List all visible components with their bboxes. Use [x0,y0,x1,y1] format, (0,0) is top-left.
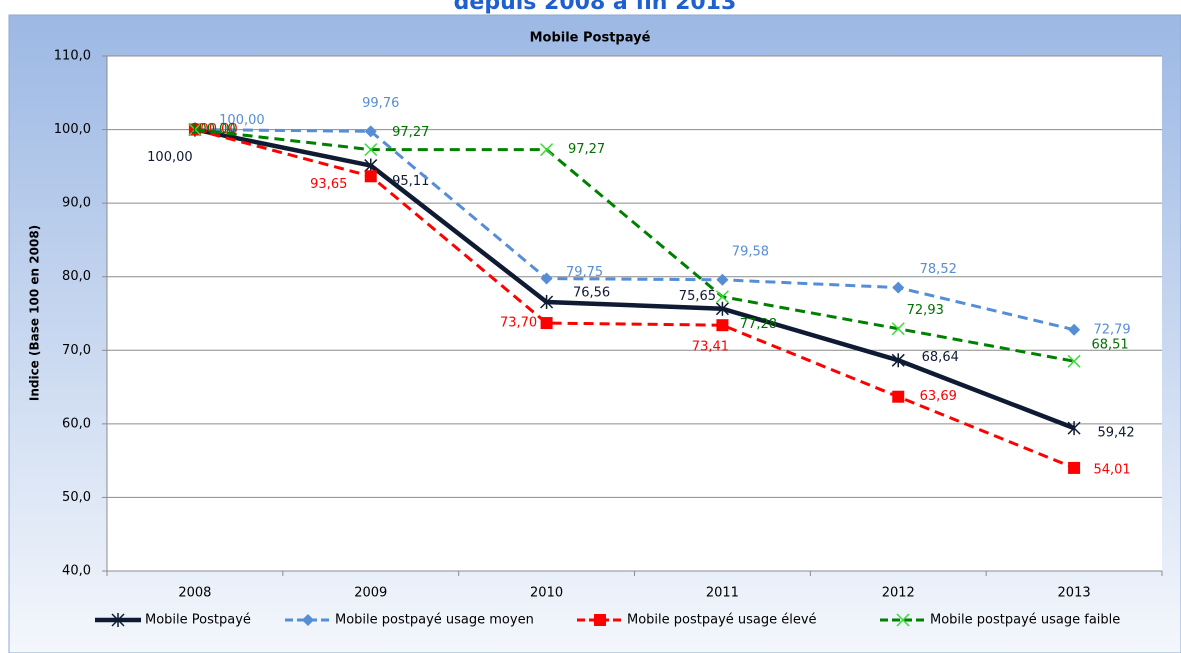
marker [892,281,905,294]
data-label: 100,00 [190,122,236,137]
legend-label: Mobile postpayé usage faible [930,613,1120,628]
marker [540,272,553,285]
data-label: 78,52 [920,262,957,277]
series-line [194,128,1075,470]
data-label: 75,65 [679,289,716,304]
data-label: 54,01 [1093,462,1130,477]
data-label: 68,64 [922,350,959,365]
y-tick-label: 90,0 [62,196,91,211]
data-label: 63,69 [920,389,957,404]
legend-label: Mobile postpayé usage élevé [627,613,817,628]
page-title: depuis 2008 à fin 2013 [454,0,737,15]
legend-label: Mobile Postpayé [145,613,251,628]
marker [540,295,554,310]
data-label: 97,27 [568,142,605,157]
marker [896,613,910,627]
marker [302,614,314,626]
marker [1068,461,1081,474]
data-label: 72,79 [1093,322,1130,337]
marker [364,143,378,157]
plot-area [107,56,1162,571]
legend-item: Mobile Postpayé [95,613,251,628]
marker [188,123,202,137]
marker [715,301,729,316]
legend-item: Mobile postpayé usage moyen [285,613,534,628]
marker [891,353,905,368]
y-tick-label: 50,0 [62,490,91,505]
marker [364,170,377,183]
y-tick-label: 100,0 [54,122,91,137]
data-label: 99,76 [362,96,399,111]
data-label: 68,51 [1091,338,1128,353]
x-tick-label: 2012 [882,586,915,601]
data-label: 72,93 [907,303,944,318]
marker [364,125,377,138]
data-label: 100,00 [192,122,238,137]
marker [716,319,729,332]
marker [891,322,905,336]
data-label: 73,41 [692,340,729,355]
marker [540,317,553,330]
x-tick-label: 2008 [178,586,211,601]
data-label: 77,28 [740,317,777,332]
marker [1068,323,1081,336]
y-tick-label: 40,0 [62,564,91,579]
data-label: 100,00 [219,113,265,128]
marker [1067,354,1081,368]
legend-label: Mobile postpayé usage moyen [335,613,534,628]
marker [364,158,378,173]
data-label: 95,11 [392,174,429,189]
series-line [194,127,1075,431]
marker [1067,421,1081,436]
chart-title: Mobile Postpayé [530,31,651,46]
y-tick-label: 80,0 [62,269,91,284]
x-tick-label: 2009 [354,586,387,601]
data-label: 100,00 [147,150,193,165]
marker [540,143,554,157]
y-tick-label: 70,0 [62,343,91,358]
marker [111,613,125,627]
x-tick-label: 2013 [1058,586,1091,601]
data-label: 97,27 [392,125,429,140]
legend-item: Mobile postpayé usage faible [880,613,1120,628]
data-label: 79,75 [566,265,603,280]
marker [716,273,729,286]
data-label: 59,42 [1097,426,1134,441]
data-label: 79,58 [732,244,769,259]
marker [892,390,905,403]
marker [715,290,729,304]
y-tick-label: 110,0 [54,49,91,64]
data-label: 93,65 [310,177,347,192]
x-tick-label: 2010 [530,586,563,601]
series-line [194,128,1075,363]
legend-item: Mobile postpayé usage élevé [577,613,817,628]
data-label: 73,70 [500,316,537,331]
series-line [194,128,1075,332]
y-tick-label: 60,0 [62,416,91,431]
data-label: 76,56 [573,286,610,301]
y-axis-label: Indice (Base 100 en 2008) [28,225,42,401]
x-tick-label: 2011 [706,586,739,601]
marker [594,614,606,626]
